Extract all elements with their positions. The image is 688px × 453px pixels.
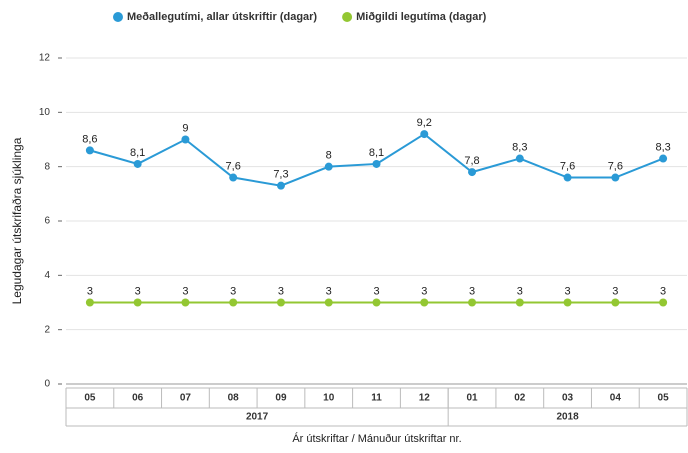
y-tick-label: 0 bbox=[44, 379, 50, 390]
data-label: 3 bbox=[278, 285, 284, 297]
x-tick-label: 02 bbox=[514, 393, 526, 404]
point bbox=[659, 298, 668, 307]
x-tick-label: 03 bbox=[562, 393, 574, 404]
point bbox=[468, 168, 477, 177]
data-label: 9,2 bbox=[417, 117, 432, 129]
point bbox=[372, 159, 381, 168]
data-label: 7,6 bbox=[560, 160, 575, 172]
point bbox=[133, 298, 142, 307]
legend-marker bbox=[113, 12, 123, 22]
x-axis-label: Ár útskriftar / Mánuður útskriftar nr. bbox=[292, 432, 461, 445]
x-tick-label: 12 bbox=[419, 393, 431, 404]
point bbox=[563, 298, 572, 307]
y-tick-label: 10 bbox=[39, 107, 51, 118]
x-tick-label: 10 bbox=[323, 393, 335, 404]
point bbox=[611, 298, 620, 307]
point bbox=[229, 298, 238, 307]
series-line bbox=[89, 132, 664, 187]
x-tick-label: 07 bbox=[180, 393, 192, 404]
x-tick-label: 09 bbox=[275, 393, 287, 404]
data-label: 3 bbox=[421, 285, 427, 297]
x-tick-label: 05 bbox=[84, 393, 96, 404]
legend-label: Miðgildi legutíma (dagar) bbox=[356, 11, 487, 23]
data-label: 3 bbox=[326, 285, 332, 297]
data-label: 7,6 bbox=[608, 160, 623, 172]
point bbox=[324, 298, 333, 307]
point bbox=[468, 298, 477, 307]
data-label: 7,6 bbox=[226, 160, 241, 172]
point bbox=[515, 154, 524, 163]
point bbox=[276, 298, 285, 307]
data-label: 8,1 bbox=[369, 147, 384, 159]
data-label: 3 bbox=[230, 285, 236, 297]
x-tick-label: 05 bbox=[658, 393, 670, 404]
point bbox=[133, 159, 142, 168]
data-label: 3 bbox=[373, 285, 379, 297]
point bbox=[515, 298, 524, 307]
point bbox=[229, 173, 238, 182]
point bbox=[659, 154, 668, 163]
point bbox=[611, 173, 620, 182]
data-label: 3 bbox=[565, 285, 571, 297]
data-label: 8,3 bbox=[655, 141, 670, 153]
data-label: 9 bbox=[182, 122, 188, 134]
data-label: 8 bbox=[326, 150, 332, 162]
point bbox=[563, 173, 572, 182]
data-label: 8,1 bbox=[130, 147, 145, 159]
y-tick-label: 4 bbox=[44, 270, 50, 281]
data-label: 3 bbox=[660, 285, 666, 297]
point bbox=[276, 181, 285, 190]
data-label: 3 bbox=[469, 285, 475, 297]
data-label: 3 bbox=[87, 285, 93, 297]
x-tick-label: 08 bbox=[228, 393, 240, 404]
x-tick-label: 11 bbox=[371, 393, 382, 404]
data-label: 7,8 bbox=[464, 155, 479, 167]
group-label: 2018 bbox=[556, 412, 579, 423]
data-label: 3 bbox=[135, 285, 141, 297]
x-tick-label: 01 bbox=[466, 393, 478, 404]
data-label: 8,3 bbox=[512, 141, 527, 153]
point bbox=[181, 298, 190, 307]
y-tick-label: 6 bbox=[44, 216, 50, 227]
data-label: 3 bbox=[182, 285, 188, 297]
point bbox=[85, 146, 94, 155]
point bbox=[181, 135, 190, 144]
data-label: 7,3 bbox=[273, 169, 288, 181]
data-label: 3 bbox=[517, 285, 523, 297]
y-tick-label: 2 bbox=[44, 324, 50, 335]
data-label: 3 bbox=[612, 285, 618, 297]
legend-marker bbox=[342, 12, 353, 22]
legend-label: Meðallegutími, allar útskriftir (dagar) bbox=[127, 11, 317, 23]
y-tick-label: 12 bbox=[39, 53, 51, 64]
point bbox=[324, 162, 333, 171]
point bbox=[372, 298, 381, 307]
x-tick-label: 06 bbox=[132, 393, 144, 404]
point bbox=[85, 298, 94, 307]
data-label: 8,6 bbox=[82, 133, 97, 145]
point bbox=[420, 298, 429, 307]
point bbox=[420, 130, 429, 139]
y-tick-label: 8 bbox=[44, 161, 50, 172]
y-axis-label: Legudagar útskrifaðra sjúklinga bbox=[10, 137, 24, 304]
x-tick-label: 04 bbox=[610, 393, 622, 404]
group-label: 2017 bbox=[246, 412, 269, 423]
